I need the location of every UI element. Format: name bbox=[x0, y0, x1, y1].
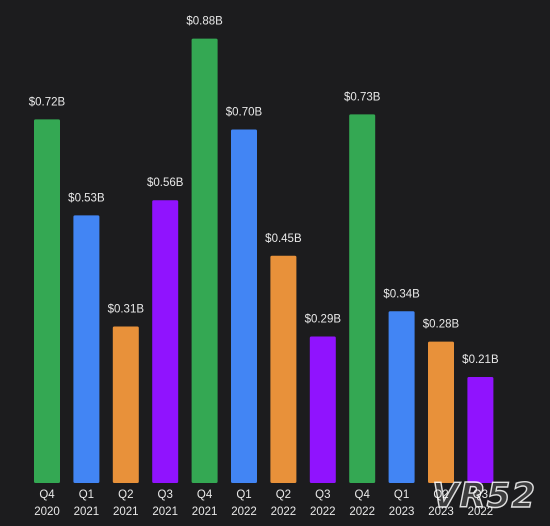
x-tick-label-quarter: Q3 bbox=[158, 489, 173, 501]
data-label: $0.70B bbox=[226, 107, 263, 119]
bar bbox=[152, 200, 179, 483]
data-label: $0.31B bbox=[108, 303, 145, 315]
x-tick-label-quarter: Q4 bbox=[197, 489, 213, 501]
data-label: $0.45B bbox=[265, 233, 302, 245]
x-tick-label-quarter: Q2 bbox=[118, 489, 133, 501]
watermark-logo: VR52 bbox=[431, 475, 536, 516]
x-tick-label-year: 2020 bbox=[34, 506, 60, 518]
data-label: $0.29B bbox=[305, 314, 342, 326]
data-label: $0.53B bbox=[68, 192, 105, 204]
x-tick-label-quarter: Q3 bbox=[473, 489, 488, 501]
bar bbox=[112, 326, 139, 483]
bar bbox=[428, 341, 454, 483]
x-tick-label-year: 2023 bbox=[389, 506, 415, 518]
bar bbox=[309, 336, 336, 483]
x-tick-label-quarter: Q1 bbox=[236, 489, 251, 501]
x-tick-label-year: 2021 bbox=[152, 506, 178, 518]
bar bbox=[388, 311, 415, 483]
bar bbox=[349, 114, 376, 483]
bar bbox=[231, 129, 257, 483]
bar bbox=[73, 215, 100, 483]
x-tick-label-year: 2022 bbox=[468, 506, 494, 518]
x-tick-label-year: 2022 bbox=[349, 506, 375, 518]
bar bbox=[467, 376, 494, 483]
x-tick-label-year: 2021 bbox=[113, 506, 139, 518]
x-tick-label-quarter: Q1 bbox=[394, 489, 409, 501]
data-label: $0.73B bbox=[344, 91, 381, 103]
data-label: $0.28B bbox=[423, 319, 460, 331]
x-tick-label-quarter: Q1 bbox=[79, 489, 94, 501]
data-label: $0.72B bbox=[29, 96, 66, 108]
data-label: $0.56B bbox=[147, 177, 184, 189]
x-tick-label-year: 2022 bbox=[310, 506, 336, 518]
bar bbox=[191, 38, 218, 483]
x-tick-label-year: 2022 bbox=[271, 506, 297, 518]
x-tick-label-year: 2021 bbox=[74, 506, 100, 518]
bar bbox=[270, 255, 297, 483]
data-label: $0.34B bbox=[383, 288, 420, 300]
x-tick-label-year: 2023 bbox=[428, 506, 454, 518]
data-label: $0.21B bbox=[462, 354, 499, 366]
x-tick-label-year: 2021 bbox=[192, 506, 218, 518]
x-tick-label-quarter: Q2 bbox=[433, 489, 448, 501]
x-tick-label-quarter: Q4 bbox=[355, 489, 371, 501]
x-tick-label-quarter: Q2 bbox=[276, 489, 291, 501]
x-tick-label-quarter: Q4 bbox=[39, 489, 55, 501]
data-label: $0.88B bbox=[186, 16, 223, 28]
bar bbox=[34, 119, 60, 484]
x-tick-label-year: 2022 bbox=[231, 506, 257, 518]
x-tick-label-quarter: Q3 bbox=[315, 489, 330, 501]
